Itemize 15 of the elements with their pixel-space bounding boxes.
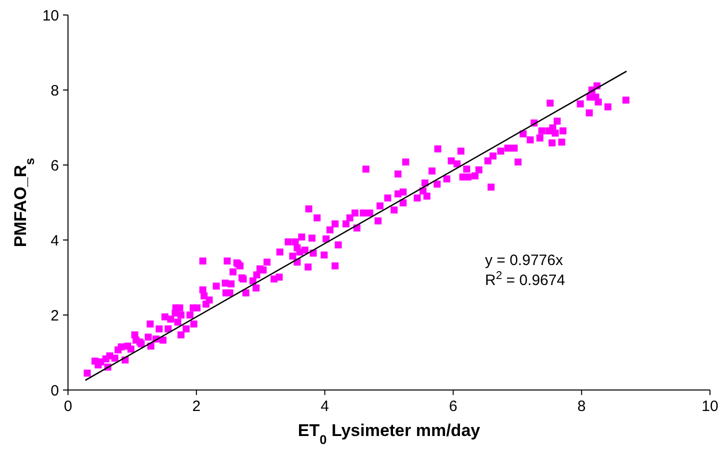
y-tick-label: 0 [50, 382, 59, 400]
x-tick-label: 0 [64, 398, 72, 415]
y-tick-label: 10 [42, 7, 59, 24]
x-tick-label: 10 [702, 398, 718, 415]
x-tick-label: 8 [577, 398, 586, 415]
x-axis-title: ET$_{0}$ Lysimeter mm/day [298, 421, 481, 446]
x-tick-label: 4 [320, 398, 329, 415]
x-tick-label: 6 [449, 398, 458, 415]
y-tick-label: 8 [50, 82, 59, 100]
annotation: y = 0.9776x [485, 252, 564, 269]
y-tick-label: 6 [50, 157, 59, 174]
x-tick-label: 2 [192, 398, 201, 415]
y-tick-label: 2 [50, 307, 59, 324]
y-tick-label: 4 [50, 232, 59, 250]
annotation: R$^{2}$ = 0.9674 [485, 270, 566, 289]
